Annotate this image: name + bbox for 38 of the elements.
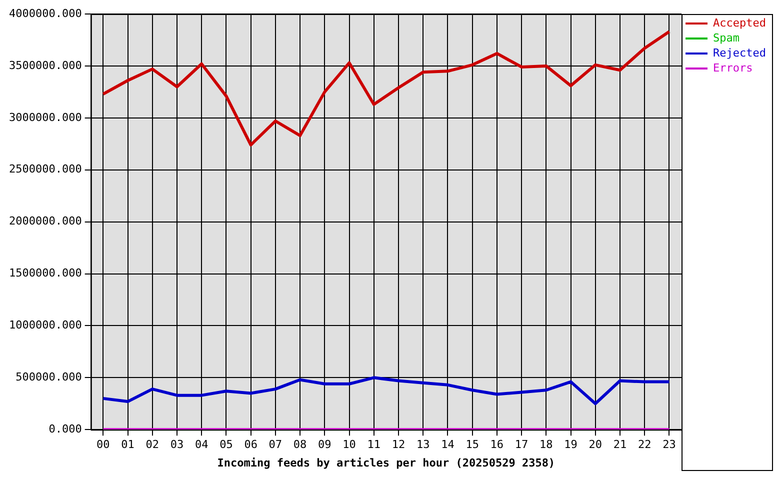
y-tick-label: 2500000.000 bbox=[8, 162, 82, 176]
x-tick-label: 16 bbox=[490, 438, 504, 452]
y-tick-label: 1500000.000 bbox=[8, 266, 82, 280]
legend-label: Accepted bbox=[713, 16, 766, 30]
x-tick-label: 03 bbox=[170, 438, 184, 452]
x-tick-label: 19 bbox=[564, 438, 578, 452]
x-tick-label: 12 bbox=[392, 438, 406, 452]
legend-label: Spam bbox=[713, 31, 740, 44]
y-tick-label: 3000000.000 bbox=[8, 110, 82, 124]
x-tick-label: 10 bbox=[342, 438, 356, 452]
y-tick-label: 500000.000 bbox=[16, 370, 82, 384]
x-tick-label: 05 bbox=[220, 438, 233, 452]
y-tick-label: 0.000 bbox=[48, 422, 82, 436]
legend-label: Errors bbox=[713, 61, 753, 74]
x-tick-label: 18 bbox=[540, 438, 553, 452]
x-tick-label: 07 bbox=[268, 438, 282, 452]
x-tick-label: 21 bbox=[613, 438, 627, 452]
x-tick-label: 15 bbox=[466, 438, 479, 452]
x-tick-label: 04 bbox=[194, 438, 209, 452]
x-tick-label: 11 bbox=[367, 438, 381, 452]
x-tick-label: 14 bbox=[441, 438, 455, 452]
legend-label: Rejected bbox=[713, 46, 766, 60]
x-tick-label: 20 bbox=[588, 438, 602, 452]
x-tick-label: 08 bbox=[293, 438, 307, 452]
x-tick-label: 23 bbox=[662, 438, 676, 452]
x-tick-label: 06 bbox=[244, 438, 258, 452]
x-tick-label: 01 bbox=[121, 438, 134, 452]
x-tick-label: 09 bbox=[318, 438, 332, 452]
x-tick-label: 13 bbox=[416, 438, 430, 452]
x-axis-title: Incoming feeds by articles per hour (20250529 2358) bbox=[217, 456, 556, 470]
y-tick-label: 3500000.000 bbox=[8, 58, 82, 72]
x-tick-label: 22 bbox=[638, 438, 652, 452]
y-tick-label: 1000000.000 bbox=[8, 318, 82, 332]
y-tick-label: 4000000.000 bbox=[8, 6, 82, 20]
x-tick-label: 17 bbox=[514, 438, 528, 452]
x-tick-label: 02 bbox=[146, 438, 159, 452]
y-tick-label: 2000000.000 bbox=[8, 214, 82, 228]
x-tick-label: 00 bbox=[96, 438, 110, 452]
